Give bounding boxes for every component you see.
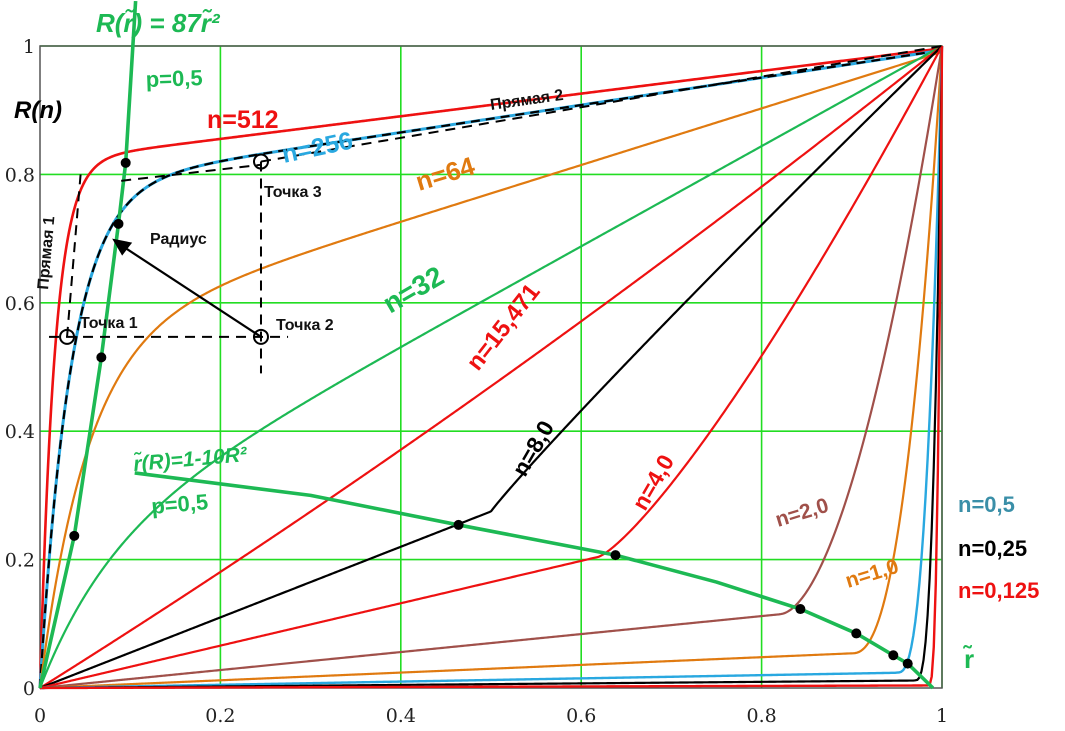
series-line-n2 bbox=[39, 45, 944, 690]
y-tick-label: 0 bbox=[23, 678, 35, 700]
intersection-dot bbox=[69, 530, 80, 541]
label-n025: n=0,25 bbox=[958, 536, 1027, 561]
x-tick-label: 0.6 bbox=[566, 705, 596, 727]
plot-frame bbox=[39, 45, 943, 689]
intersection-dot bbox=[113, 218, 124, 229]
y-tick-label: 1 bbox=[23, 36, 35, 58]
point2-marker bbox=[252, 328, 269, 345]
steep-curve-line bbox=[38, 0, 138, 689]
tick-labels: 0 0.2 0.4 0.6 0.8 1 0 0.2 0.4 0.6 0.8 1 bbox=[5, 36, 948, 727]
annotation-point3: Точка 3 bbox=[264, 184, 322, 201]
point1-marker bbox=[59, 328, 76, 345]
y-tick-label: 0.2 bbox=[5, 550, 35, 572]
xlabel: r̃ bbox=[963, 644, 974, 674]
series-line-n15471 bbox=[39, 45, 943, 689]
pryamaya2-line bbox=[260, 45, 943, 163]
falling-curve-line bbox=[134, 471, 935, 690]
y-tick-label: 0.6 bbox=[5, 293, 35, 315]
point3-marker bbox=[252, 153, 269, 170]
series-line-n64 bbox=[38, 50, 943, 689]
steep-p-label: p=0,5 bbox=[145, 65, 203, 92]
x-tick-label: 0.4 bbox=[386, 705, 416, 727]
annotation-pryamaya1: Прямая 1 bbox=[35, 215, 58, 290]
series-line-n4 bbox=[39, 45, 943, 690]
series-lines bbox=[38, 0, 944, 690]
series-line-n8 bbox=[39, 45, 943, 690]
label-n0125: n=0,125 bbox=[958, 578, 1039, 603]
annotation-point1: Точка 1 bbox=[80, 315, 138, 332]
annotation-point2: Точка 2 bbox=[276, 317, 334, 334]
plot-border bbox=[39, 45, 943, 689]
y-tick-label: 0.4 bbox=[5, 421, 35, 443]
series-line-n512 bbox=[38, 47, 943, 689]
series-line-n32 bbox=[38, 45, 943, 689]
y-tick-label: 0.8 bbox=[5, 164, 35, 186]
x-tick-label: 0.2 bbox=[205, 705, 235, 727]
steep-formula: R(r̃) = 87r̃² bbox=[96, 8, 221, 38]
intersection-dot bbox=[453, 519, 464, 530]
construction-lines bbox=[49, 45, 943, 374]
radius-arrow-line bbox=[119, 243, 262, 338]
series-line-n0125 bbox=[40, 45, 944, 690]
x-tick-label: 0 bbox=[34, 705, 46, 727]
intersection-dot bbox=[120, 157, 131, 168]
intersection-dot bbox=[888, 650, 899, 661]
intersection-dot bbox=[795, 604, 806, 615]
series-line-n1 bbox=[39, 45, 944, 690]
radius-arrow-head bbox=[112, 238, 133, 256]
pryamaya3-line bbox=[121, 163, 262, 182]
x-tick-label: 1 bbox=[936, 705, 948, 727]
x-tick-label: 0.8 bbox=[746, 705, 776, 727]
intersection-dot bbox=[610, 550, 621, 561]
label-n512: n=512 bbox=[207, 106, 279, 134]
intersection-dot bbox=[851, 628, 862, 639]
intersection-dots bbox=[69, 157, 913, 669]
label-n05: n=0,5 bbox=[958, 492, 1015, 517]
falling-p-label: p=0,5 bbox=[150, 489, 209, 519]
annotation-radius: Радиус bbox=[150, 231, 207, 248]
ylabel: R(n) bbox=[14, 97, 62, 124]
intersection-dot bbox=[96, 352, 107, 363]
intersection-dot bbox=[902, 658, 913, 669]
